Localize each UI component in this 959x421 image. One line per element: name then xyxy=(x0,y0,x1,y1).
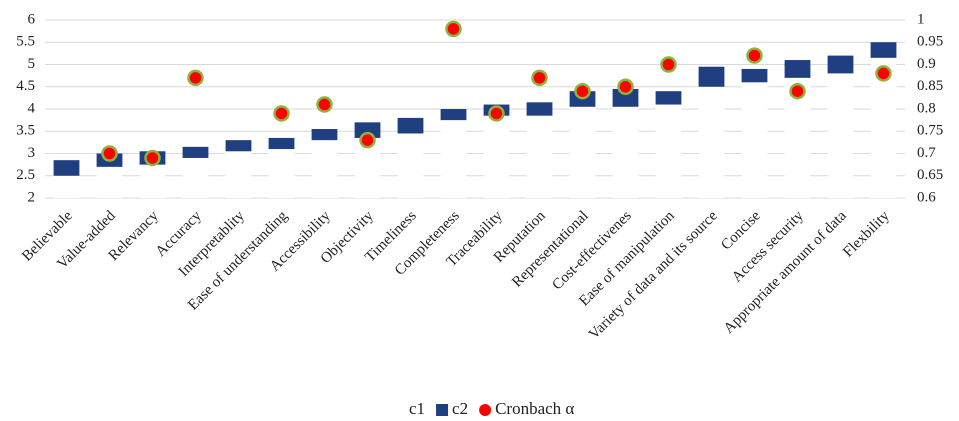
bar-segment xyxy=(483,115,510,198)
legend-label: c1 xyxy=(409,399,425,418)
alpha-point xyxy=(187,69,204,87)
bar-segment xyxy=(268,149,295,198)
bar-segment xyxy=(311,129,338,141)
y2-tick-label: 0.6 xyxy=(917,189,936,205)
y2-tick-label: 0.95 xyxy=(917,34,943,50)
bar-segment xyxy=(397,117,424,134)
legend-label: c2 xyxy=(452,399,468,418)
bar-segment xyxy=(182,157,209,198)
bar-segment xyxy=(225,140,252,152)
legend-swatch xyxy=(393,404,405,416)
y-tick-label: 5.5 xyxy=(16,34,35,50)
x-tick-label: Flexbility xyxy=(840,208,893,261)
bar-segment xyxy=(655,91,682,105)
bar-segment xyxy=(139,164,166,198)
alpha-point xyxy=(746,47,763,64)
bar-segment xyxy=(698,86,725,198)
bar-segment xyxy=(268,137,295,150)
alpha-point xyxy=(531,69,548,87)
bar-segment xyxy=(397,133,424,198)
bar-segment xyxy=(526,115,553,198)
y-tick-label: 3 xyxy=(28,145,36,161)
bar-segment xyxy=(741,68,768,83)
alpha-point xyxy=(875,65,892,82)
bar-segment xyxy=(96,166,123,198)
bar-segment xyxy=(870,42,897,58)
alpha-point xyxy=(273,105,290,122)
alpha-point xyxy=(574,82,591,100)
bar-segment xyxy=(53,175,80,198)
alpha-point xyxy=(359,131,376,149)
x-tick-label: Representational xyxy=(509,208,592,291)
alpha-point xyxy=(445,20,462,38)
bar-segment xyxy=(612,88,639,107)
x-tick-label: Cost-effectivenes xyxy=(549,208,634,293)
y2-tick-label: 0.65 xyxy=(917,167,943,183)
bar-segment xyxy=(354,122,381,138)
y-tick-label: 5 xyxy=(28,56,36,72)
bar-segment xyxy=(225,151,252,198)
bar-segment xyxy=(53,160,80,176)
bar-segment xyxy=(612,106,639,198)
y2-tick-label: 0.9 xyxy=(917,56,936,72)
bar-segment xyxy=(440,109,467,121)
bar-segment xyxy=(182,146,209,158)
alpha-point xyxy=(144,149,161,167)
bar-segment xyxy=(440,120,467,198)
y-tick-label: 6 xyxy=(28,11,36,27)
bar-segment xyxy=(569,106,596,198)
alpha-point xyxy=(316,96,333,113)
legend-marker xyxy=(479,404,492,416)
legend-label: Cronbach α xyxy=(495,399,574,418)
bar-segment xyxy=(827,73,854,198)
y-tick-label: 3.5 xyxy=(16,123,35,139)
bar-segment xyxy=(526,102,553,116)
bar-segment xyxy=(311,140,338,198)
bar-segment xyxy=(655,104,682,198)
alpha-point xyxy=(488,105,505,122)
alpha-point xyxy=(101,145,118,162)
alpha-point xyxy=(617,78,634,95)
y2-tick-label: 0.75 xyxy=(917,123,943,139)
alpha-point xyxy=(660,56,677,73)
bar-segment xyxy=(784,60,811,78)
y-tick-label: 2 xyxy=(28,189,36,205)
y2-tick-label: 1 xyxy=(917,11,925,27)
y-tick-label: 4 xyxy=(28,100,36,116)
bar-segment xyxy=(698,66,725,87)
y2-tick-label: 0.7 xyxy=(917,145,936,161)
bar-segment xyxy=(741,82,768,198)
y-tick-label: 2.5 xyxy=(16,167,35,183)
legend-swatch xyxy=(436,404,449,416)
y-tick-label: 4.5 xyxy=(16,78,35,94)
alpha-point xyxy=(789,82,806,100)
bar-segment xyxy=(827,55,854,74)
y2-tick-label: 0.8 xyxy=(917,100,936,116)
y2-tick-label: 0.85 xyxy=(917,78,943,94)
